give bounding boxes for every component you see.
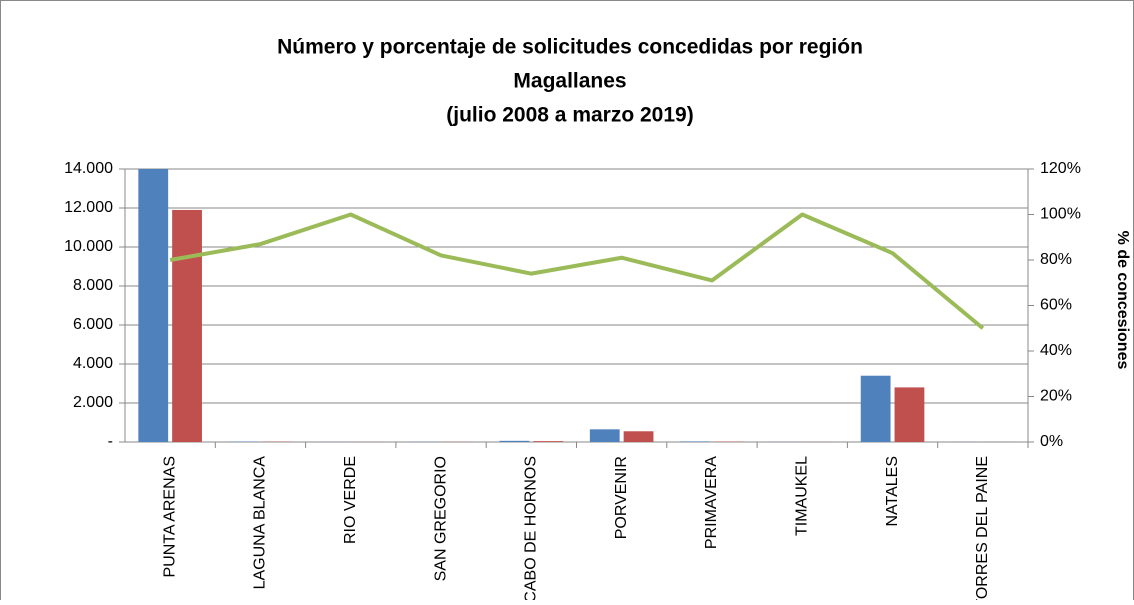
bar: [138, 169, 168, 442]
y2-axis-label: % de concesiones: [1114, 231, 1131, 370]
bar: [533, 441, 563, 442]
bar: [624, 431, 654, 442]
y-tick-label: 14.000: [64, 160, 113, 177]
bar: [500, 441, 530, 442]
y-tick-label: 12.000: [64, 199, 113, 216]
y2-tick-label: 60%: [1040, 297, 1072, 314]
x-tick-label: PUNTA ARENAS: [161, 456, 178, 578]
chart-title: (julio 2008 a marzo 2019): [446, 104, 693, 127]
bar: [861, 376, 891, 442]
x-tick-label: SAN GREGORIO: [432, 456, 449, 581]
bar: [172, 210, 202, 442]
y2-tick-label: 40%: [1040, 342, 1072, 359]
y-tick-label: 10.000: [64, 238, 113, 255]
y-tick-label: 8.000: [73, 277, 113, 294]
y-tick-label: 4.000: [73, 355, 113, 372]
x-tick-label: PORVENIR: [613, 456, 630, 539]
x-tick-label: TORRES DEL PAINE: [974, 456, 991, 600]
y-tick-label: -: [108, 433, 113, 450]
bar: [895, 387, 925, 442]
bar: [680, 441, 710, 442]
x-tick-label: PRIMAVERA: [703, 456, 720, 549]
y2-tick-label: 100%: [1040, 206, 1081, 223]
chart-title: Número y porcentaje de solicitudes conce…: [277, 36, 863, 59]
y2-tick-label: 80%: [1040, 251, 1072, 268]
chart-title: Magallanes: [513, 70, 626, 93]
x-tick-label: NATALES: [884, 456, 901, 527]
y2-tick-label: 0%: [1040, 433, 1063, 450]
y2-tick-label: 120%: [1040, 160, 1081, 177]
x-tick-label: RIO VERDE: [342, 456, 359, 544]
y-tick-label: 2.000: [73, 394, 113, 411]
bar: [590, 429, 620, 442]
x-tick-label: CABO DE HORNOS: [523, 456, 540, 600]
x-tick-label: TIMAUKEL: [793, 456, 810, 536]
y2-tick-label: 20%: [1040, 388, 1072, 405]
x-tick-label: LAGUNA BLANCA: [252, 456, 269, 590]
y-tick-label: 6.000: [73, 316, 113, 333]
